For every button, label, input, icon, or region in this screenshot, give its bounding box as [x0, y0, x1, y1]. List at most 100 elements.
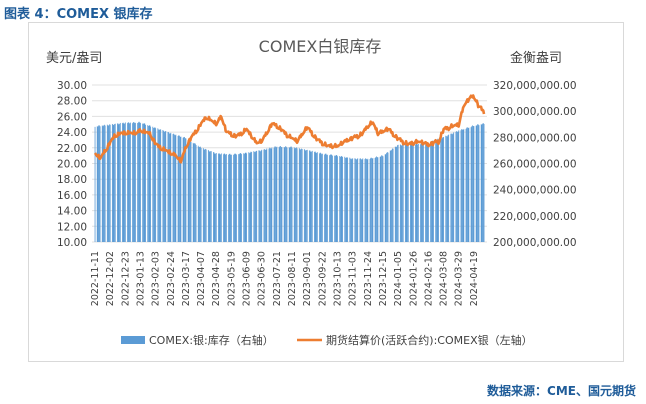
- inventory-bar: [375, 157, 377, 242]
- inventory-bar: [386, 152, 388, 242]
- inventory-bar: [443, 137, 445, 242]
- inventory-bar: [355, 158, 356, 242]
- inventory-bar: [148, 126, 149, 242]
- inventory-bar: [107, 125, 109, 242]
- inventory-bar: [153, 127, 154, 242]
- inventory-bar: [165, 131, 167, 242]
- x-tick-label: 2023-09-22: [317, 251, 328, 306]
- inventory-bar: [205, 149, 207, 242]
- inventory-bar: [319, 153, 320, 242]
- inventory-bar: [324, 153, 326, 242]
- inventory-bar: [389, 150, 391, 242]
- inventory-bar: [155, 128, 157, 242]
- inventory-bar: [188, 140, 190, 242]
- x-tick-label: 2023-08-11: [287, 251, 298, 306]
- inventory-bar: [280, 146, 282, 242]
- inventory-bar: [180, 136, 182, 242]
- inventory-bar: [412, 145, 413, 242]
- inventory-bar: [154, 127, 156, 242]
- inventory-bar: [210, 151, 212, 242]
- inventory-bar: [420, 144, 421, 242]
- inventory-bar: [158, 129, 159, 242]
- inventory-bar: [472, 125, 473, 242]
- inventory-bar: [268, 148, 270, 242]
- inventory-bar: [244, 153, 245, 242]
- inventory-bar: [379, 156, 381, 242]
- inventory-bar: [142, 123, 144, 242]
- inventory-bar: [208, 150, 210, 242]
- inventory-bar: [149, 125, 151, 242]
- inventory-bar: [241, 154, 242, 242]
- inventory-bar: [337, 156, 338, 242]
- inventory-bar: [114, 123, 116, 242]
- inventory-bar: [442, 136, 444, 242]
- inventory-bar: [314, 151, 316, 242]
- inventory-bar: [150, 126, 152, 242]
- x-tick-label: 2023-02-03: [151, 251, 162, 306]
- inventory-bar: [316, 153, 318, 242]
- inventory-bar: [430, 142, 432, 242]
- inventory-bar: [331, 154, 333, 242]
- inventory-bar: [468, 127, 470, 242]
- x-tick-label: 2024-01-26: [408, 251, 419, 306]
- inventory-bar: [124, 123, 126, 242]
- inventory-bar: [327, 154, 328, 242]
- inventory-bar: [294, 148, 296, 242]
- inventory-bar: [228, 153, 230, 242]
- inventory-bar: [396, 146, 398, 242]
- x-tick-label: 2023-10-13: [332, 251, 343, 306]
- inventory-bar: [433, 141, 434, 242]
- inventory-bar: [301, 149, 303, 242]
- legend: COMEX:银:库存（右轴） 期货结算价(活跃合约):COMEX银（左轴）: [121, 333, 533, 347]
- inventory-bar: [482, 123, 484, 242]
- inventory-bar: [425, 143, 426, 242]
- inventory-bar: [261, 149, 263, 242]
- inventory-bar: [354, 158, 356, 242]
- inventory-bar: [240, 153, 242, 242]
- inventory-bar: [278, 147, 280, 242]
- left-tick-label: 28.00: [57, 96, 87, 108]
- left-tick-label: 14.00: [57, 206, 87, 218]
- inventory-bar: [122, 123, 123, 242]
- x-tick-label: 2022-12-23: [120, 251, 131, 306]
- inventory-bar: [347, 157, 349, 242]
- inventory-bar: [300, 149, 302, 242]
- inventory-bar: [127, 123, 128, 242]
- right-tick-label: 280,000,000.00: [493, 132, 577, 144]
- source-note: 数据来源：CME、国元期货: [487, 384, 636, 398]
- inventory-bar: [194, 143, 196, 242]
- inventory-bar: [243, 153, 245, 242]
- inventory-bar: [109, 124, 110, 242]
- right-tick-label: 200,000,000.00: [493, 237, 577, 249]
- inventory-bar: [233, 154, 235, 242]
- inventory-bar: [472, 125, 474, 242]
- inventory-bar: [350, 159, 352, 242]
- inventory-bar: [359, 158, 361, 242]
- inventory-bar: [349, 157, 351, 242]
- inventory-bar: [254, 151, 255, 242]
- inventory-bar: [460, 130, 462, 242]
- inventory-bar: [303, 149, 305, 242]
- inventory-bar: [364, 159, 366, 242]
- left-tick-label: 22.00: [57, 143, 87, 155]
- inventory-bar: [94, 126, 96, 242]
- legend-bar-label: COMEX:银:库存（右轴）: [149, 333, 274, 347]
- inventory-bar: [134, 123, 136, 242]
- inventory-bar: [315, 152, 317, 242]
- inventory-bar: [275, 147, 277, 242]
- inventory-bar: [168, 133, 170, 242]
- inventory-bar: [279, 146, 281, 242]
- inventory-bar: [304, 149, 306, 242]
- inventory-bar: [404, 144, 406, 242]
- inventory-bar: [250, 151, 252, 242]
- right-tick-label: 260,000,000.00: [493, 159, 577, 171]
- inventory-bar: [119, 122, 121, 242]
- inventory-bar: [441, 138, 442, 242]
- inventory-bar: [275, 146, 276, 242]
- inventory-bar: [199, 146, 201, 242]
- inventory-bar: [104, 125, 106, 242]
- inventory-bar: [320, 153, 322, 242]
- x-tick-label: 2023-04-07: [196, 251, 207, 306]
- inventory-bar: [218, 153, 220, 242]
